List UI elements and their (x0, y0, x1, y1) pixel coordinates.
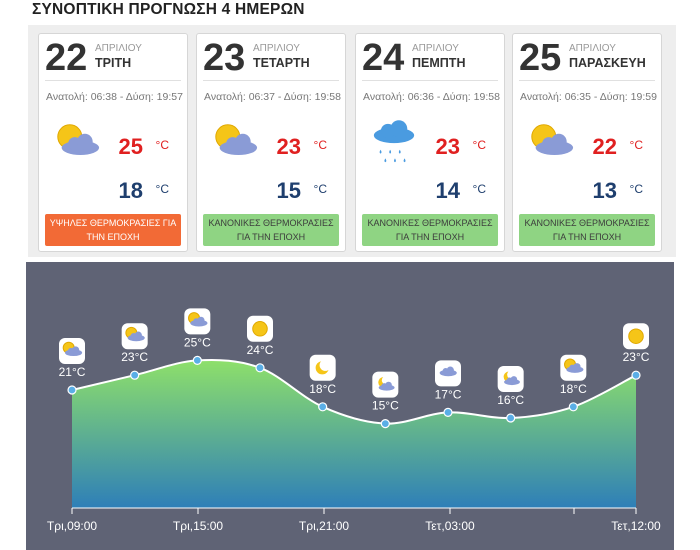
sun-icon (623, 323, 649, 350)
cloud-icon (435, 360, 461, 387)
temperature-label: 18°C (309, 382, 336, 396)
max-temperature-unit: °C (629, 138, 643, 152)
forecast-card-23: 23 ΑΠΡΙΛΙΟΥ ΤΕΤΑΡΤΗ Ανατολή: 06:37 - Δύσ… (196, 33, 346, 252)
day-number: 24 (362, 37, 405, 79)
min-temperature: 13 (592, 178, 617, 203)
min-temperature: 15 (276, 178, 301, 203)
forecast-card-22: 22 ΑΠΡΙΛΙΟΥ ΤΡΙΤΗ Ανατολή: 06:38 - Δύση:… (38, 33, 188, 252)
weekday-label: ΤΕΤΑΡΤΗ (253, 56, 310, 70)
divider (519, 80, 655, 81)
x-tick-label: Τρι,21:00 (299, 519, 350, 533)
month-label: ΑΠΡΙΛΙΟΥ (95, 43, 142, 54)
data-point (631, 370, 641, 380)
min-temperature-unit: °C (629, 182, 643, 196)
day-number: 22 (45, 37, 88, 79)
min-temperature-unit: °C (313, 182, 327, 196)
forecast-card-24: 24 ΑΠΡΙΛΙΟΥ ΠΕΜΠΤΗ Ανατολή: 06:36 - Δύση… (355, 33, 505, 252)
hourly-temperature-chart: Τρι,09:00 Τρι,15:00 Τρι,21:00 Τετ,03:00 Τετ,… (26, 262, 674, 550)
sunrise-sunset: Ανατολή: 06:36 - Δύση: 19:58 (363, 91, 500, 103)
data-point (67, 385, 77, 395)
sun-icon (247, 315, 273, 342)
sunrise-sunset: Ανατολή: 06:37 - Δύση: 19:58 (204, 91, 341, 103)
data-point (192, 355, 202, 366)
temperature-badge: ΚΑΝΟΝΙΚΕΣ ΘΕΡΜΟΚΡΑΣΙΕΣ ΓΙΑ ΤΗΝ ΕΠΟΧΗ (203, 214, 339, 246)
min-temperature-unit: °C (155, 182, 169, 196)
partly-cloudy-icon (215, 124, 258, 155)
min-temperature-unit: °C (472, 182, 486, 196)
temperature-label: 15°C (372, 399, 399, 413)
moon-cloud-icon (372, 371, 399, 398)
data-point (255, 363, 265, 373)
temperature-badge: ΚΑΝΟΝΙΚΕΣ ΘΕΡΜΟΚΡΑΣΙΕΣ ΓΙΑ ΤΗΝ ΕΠΟΧΗ (519, 214, 655, 246)
max-temperature-unit: °C (313, 138, 327, 152)
moon-cloud-icon (497, 366, 524, 392)
temperature-badge: ΚΑΝΟΝΙΚΕΣ ΘΕΡΜΟΚΡΑΣΙΕΣ ΓΙΑ ΤΗΝ ΕΠΟΧΗ (362, 214, 498, 246)
temperature-area (72, 359, 636, 508)
max-temperature: 25 (118, 134, 143, 159)
temperature-label: 17°C (435, 387, 462, 401)
max-temperature: 23 (276, 134, 301, 159)
temperature-label: 25°C (184, 335, 211, 349)
weekday-label: ΤΡΙΤΗ (95, 56, 132, 70)
rain-icon (373, 120, 415, 163)
data-point (318, 402, 328, 412)
partly-cloudy-icon (531, 124, 574, 155)
month-label: ΑΠΡΙΛΙΟΥ (253, 43, 300, 54)
x-tick-label: Τρι,09:00 (47, 519, 98, 533)
x-tick-label: Τρι,15:00 (173, 519, 224, 533)
partly-cloudy-icon (184, 308, 211, 335)
max-temperature: 23 (435, 134, 460, 159)
temperature-label: 21°C (59, 365, 86, 379)
moon-icon (309, 354, 336, 381)
min-temperature: 18 (118, 178, 143, 203)
partly-cloudy-icon (560, 354, 587, 381)
x-tick-label: Τετ,03:00 (425, 519, 475, 533)
data-point (443, 407, 453, 417)
sunrise-sunset: Ανατολή: 06:35 - Δύση: 19:59 (520, 91, 657, 103)
temperature-label: 23°C (623, 350, 650, 364)
temperature-label: 23°C (121, 350, 148, 364)
weekday-label: ΠΑΡΑΣΚΕΥΗ (569, 56, 646, 70)
temperature-line (71, 358, 637, 425)
x-tick-label: Τετ,12:00 (611, 519, 661, 533)
day-number: 23 (203, 37, 246, 79)
min-temperature: 14 (435, 178, 460, 203)
partly-cloudy-icon (57, 124, 100, 155)
temperature-label: 16°C (497, 393, 524, 407)
day-number: 25 (519, 37, 562, 79)
month-label: ΑΠΡΙΛΙΟΥ (412, 43, 459, 54)
month-label: ΑΠΡΙΛΙΟΥ (569, 43, 616, 54)
divider (362, 80, 498, 81)
temperature-label: 24°C (247, 343, 274, 357)
partly-cloudy-icon (121, 323, 148, 350)
divider (45, 80, 181, 81)
max-temperature-unit: °C (472, 138, 486, 152)
max-temperature: 22 (592, 134, 617, 159)
partly-cloudy-icon (59, 338, 85, 364)
sunrise-sunset: Ανατολή: 06:38 - Δύση: 19:57 (46, 91, 183, 103)
weekday-label: ΠΕΜΠΤΗ (412, 56, 466, 70)
max-temperature-unit: °C (155, 138, 169, 152)
temperature-label: 18°C (560, 382, 587, 396)
page-title: ΣΥΝΟΠΤΙΚΗ ΠΡΟΓΝΩΣΗ 4 ΗΜΕΡΩΝ (32, 1, 305, 18)
forecast-card-25: 25 ΑΠΡΙΛΙΟΥ ΠΑΡΑΣΚΕΥΗ Ανατολή: 06:35 - Δ… (512, 33, 662, 252)
data-point (130, 370, 140, 380)
divider (203, 80, 339, 81)
data-point (380, 419, 390, 429)
data-point (506, 413, 516, 423)
temperature-badge: ΥΨΗΛΕΣ ΘΕΡΜΟΚΡΑΣΙΕΣ ΓΙΑ ΤΗΝ ΕΠΟΧΗ (45, 214, 181, 246)
data-point (568, 402, 578, 412)
